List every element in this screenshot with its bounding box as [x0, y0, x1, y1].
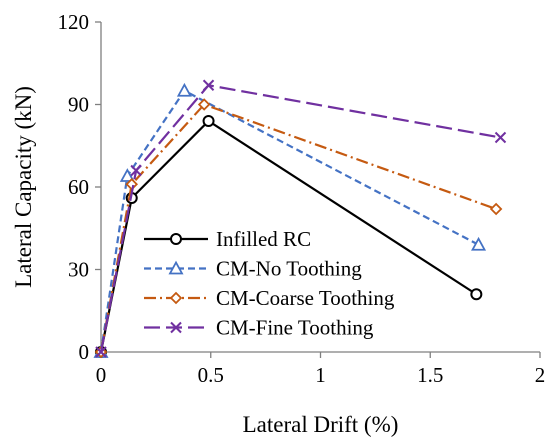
y-tick-label: 0	[79, 340, 90, 364]
series-group	[93, 79, 507, 359]
data-point-stroke	[130, 164, 142, 177]
legend-item: CM-No Toothing	[144, 257, 362, 281]
data-point	[130, 164, 142, 177]
y-tick-label: 90	[68, 93, 89, 117]
data-point	[176, 82, 192, 97]
data-point	[119, 168, 135, 182]
data-point	[170, 233, 182, 245]
legend-label: CM-Coarse Toothing	[216, 286, 395, 310]
series-line	[99, 84, 501, 353]
x-tick-label: 2	[535, 363, 546, 387]
data-point	[202, 115, 215, 127]
data-point	[168, 260, 184, 275]
series-line	[99, 89, 480, 353]
legend-item: CM-Coarse Toothing	[144, 286, 395, 310]
series-cm-fine-toothing	[95, 79, 507, 358]
legend: Infilled RC CM-No Toothing CM-Coarse Tooth…	[144, 227, 395, 340]
y-axis-title: Lateral Capacity (kN)	[11, 86, 36, 288]
data-point	[494, 131, 507, 144]
data-point-stroke	[494, 131, 507, 144]
data-point-stroke	[170, 321, 182, 334]
series-line	[99, 103, 497, 353]
data-point	[197, 98, 211, 111]
legend-item: CM-Fine Toothing	[144, 316, 374, 340]
legend-label: Infilled RC	[216, 227, 311, 251]
legend-label: CM-No Toothing	[216, 257, 362, 281]
data-point	[489, 202, 503, 216]
data-point	[95, 346, 107, 358]
data-point	[169, 291, 183, 305]
data-point	[202, 79, 215, 91]
legend-item: Infilled RC	[144, 227, 311, 251]
y-tick-label: 120	[58, 10, 90, 34]
data-point	[170, 321, 182, 334]
data-point	[470, 288, 483, 301]
data-point-stroke	[202, 79, 215, 91]
axes: 0 30 60 90 120 0 0.5 1 1.5 2	[58, 10, 546, 387]
data-point-stroke	[95, 346, 107, 358]
x-tick-label: 0	[96, 363, 107, 387]
x-tick-label: 0.5	[198, 363, 224, 387]
data-point	[471, 236, 487, 251]
x-tick-label: 1.5	[417, 363, 443, 387]
x-axis-title: Lateral Drift (%)	[243, 412, 399, 437]
x-tick-label: 1	[315, 363, 326, 387]
legend-label: CM-Fine Toothing	[216, 316, 374, 340]
y-tick-label: 30	[68, 258, 89, 282]
y-tick-label: 60	[68, 175, 89, 199]
